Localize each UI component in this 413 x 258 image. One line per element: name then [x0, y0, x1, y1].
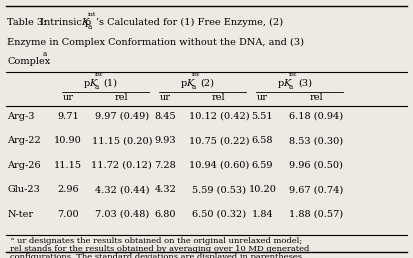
Text: 9.93: 9.93	[154, 136, 176, 145]
Text: Arg-26: Arg-26	[7, 161, 41, 170]
Text: ur: ur	[160, 93, 171, 102]
Text: p: p	[181, 79, 187, 88]
Text: K: K	[89, 79, 97, 88]
Text: ᵃ: ᵃ	[10, 237, 14, 245]
Text: 6.18 (0.94): 6.18 (0.94)	[289, 112, 343, 121]
Text: 1.84: 1.84	[252, 210, 273, 219]
Text: 5.59 (0.53): 5.59 (0.53)	[192, 185, 246, 194]
Text: 4.32 (0.44): 4.32 (0.44)	[95, 185, 149, 194]
Text: 10.12 (0.42): 10.12 (0.42)	[189, 112, 249, 121]
Text: 10.75 (0.22): 10.75 (0.22)	[189, 136, 249, 145]
Text: a: a	[95, 83, 99, 91]
Text: 5.51: 5.51	[252, 112, 273, 121]
Text: Enzyme in Complex Conformation without the DNA, and (3): Enzyme in Complex Conformation without t…	[7, 37, 304, 46]
Text: rel: rel	[115, 93, 128, 102]
Text: 9.96 (0.50): 9.96 (0.50)	[289, 161, 343, 170]
Text: K: K	[283, 79, 291, 88]
Text: 9.97 (0.49): 9.97 (0.49)	[95, 112, 149, 121]
Text: int: int	[88, 12, 96, 17]
Text: 10.94 (0.60): 10.94 (0.60)	[189, 161, 249, 170]
Text: Glu-23: Glu-23	[7, 185, 40, 194]
Text: ur: ur	[257, 93, 268, 102]
Text: 7.28: 7.28	[154, 161, 176, 170]
Text: ur: ur	[63, 93, 74, 102]
Text: Arg-22: Arg-22	[7, 136, 41, 145]
Text: 11.15 (0.20): 11.15 (0.20)	[92, 136, 152, 145]
Text: 1.88 (0.57): 1.88 (0.57)	[289, 210, 343, 219]
Text: 2.96: 2.96	[57, 185, 79, 194]
Text: 9.71: 9.71	[57, 112, 79, 121]
Text: int: int	[95, 72, 103, 77]
Text: p: p	[84, 79, 90, 88]
Text: Arg-3: Arg-3	[7, 112, 35, 121]
Text: 6.58: 6.58	[252, 136, 273, 145]
Text: (2): (2)	[201, 79, 215, 88]
Text: (1): (1)	[104, 79, 118, 88]
Text: 6.50 (0.32): 6.50 (0.32)	[192, 210, 246, 219]
Text: 10.20: 10.20	[248, 185, 276, 194]
Text: int: int	[192, 72, 200, 77]
Text: a: a	[192, 83, 196, 91]
Text: 10.90: 10.90	[54, 136, 82, 145]
Text: 8.53 (0.30): 8.53 (0.30)	[289, 136, 343, 145]
Text: 6.59: 6.59	[252, 161, 273, 170]
Text: 11.72 (0.12): 11.72 (0.12)	[91, 161, 152, 170]
Text: a: a	[88, 23, 92, 31]
Text: Complex: Complex	[7, 57, 51, 66]
Text: rel: rel	[212, 93, 225, 102]
Text: 4.32: 4.32	[154, 185, 176, 194]
Text: ur designates the results obtained on the original unrelaxed model;: ur designates the results obtained on th…	[17, 237, 302, 245]
Text: rel stands for the results obtained by averaging over 10 MD generated: rel stands for the results obtained by a…	[10, 245, 310, 253]
Text: K: K	[81, 18, 89, 27]
Text: configurations. The standard deviations are displayed in parentheses.: configurations. The standard deviations …	[10, 253, 305, 258]
Text: p: p	[278, 79, 284, 88]
Text: rel: rel	[309, 93, 323, 102]
Text: 7.00: 7.00	[57, 210, 79, 219]
Text: int: int	[289, 72, 297, 77]
Text: a: a	[289, 83, 293, 91]
Text: Intrinsic p: Intrinsic p	[40, 18, 92, 27]
Text: 7.03 (0.48): 7.03 (0.48)	[95, 210, 149, 219]
Text: N-ter: N-ter	[7, 210, 33, 219]
Text: 9.67 (0.74): 9.67 (0.74)	[289, 185, 343, 194]
Text: a: a	[42, 50, 46, 58]
Text: 6.80: 6.80	[154, 210, 176, 219]
Text: Table 3:: Table 3:	[7, 18, 47, 27]
Text: 11.15: 11.15	[54, 161, 82, 170]
Text: K: K	[186, 79, 194, 88]
Text: (3): (3)	[298, 79, 312, 88]
Text: ’s Calculated for (1) Free Enzyme, (2): ’s Calculated for (1) Free Enzyme, (2)	[96, 18, 283, 27]
Text: 8.45: 8.45	[154, 112, 176, 121]
